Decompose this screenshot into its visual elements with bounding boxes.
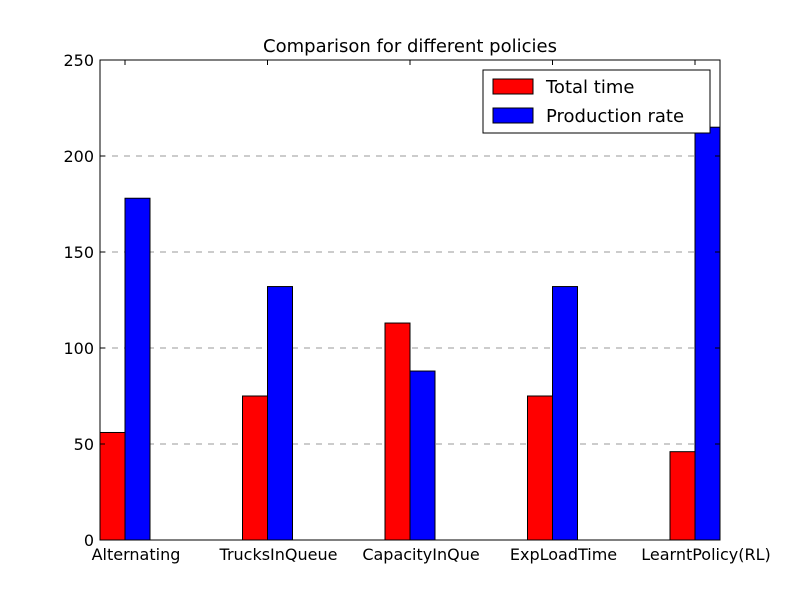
bar-production-rate [409, 370, 436, 541]
x-tick-label: ExpLoadTime [510, 545, 617, 564]
bars [99, 126, 721, 541]
bar-production-rate [267, 286, 293, 541]
legend-label: Total time [545, 77, 634, 98]
bar-production-rate [694, 126, 721, 541]
x-tick-label: TrucksInQueue [219, 545, 338, 564]
bar-total-time [669, 451, 696, 541]
grid-lines [100, 155, 720, 445]
y-tick-label: 150 [63, 243, 94, 262]
bar-total-time [242, 395, 268, 541]
chart-title: Comparison for different policies [263, 36, 557, 57]
bar-production-rate [552, 286, 578, 541]
legend-label: Production rate [546, 106, 684, 127]
legend-swatch [492, 78, 534, 95]
legend: Total time Production rate [482, 69, 711, 134]
y-tick-label: 50 [74, 435, 94, 454]
y-tick-label: 250 [63, 51, 94, 70]
bar-production-rate [124, 197, 151, 541]
bar-total-time [99, 431, 126, 541]
bar-total-time [384, 322, 411, 541]
x-tick-label: Alternating [92, 545, 181, 564]
y-tick-label: 100 [63, 339, 94, 358]
axis-ticks: 0 50 100 150 200 250 Alternating TrucksInQueue C… [63, 51, 770, 564]
y-tick-label: 200 [63, 147, 94, 166]
y-tick-label: 0 [84, 531, 94, 550]
legend-swatch [492, 107, 534, 124]
bar-total-time [527, 395, 553, 541]
x-tick-label: CapacityInQue [362, 545, 479, 564]
x-tick-label: LearntPolicy(RL) [641, 545, 771, 564]
